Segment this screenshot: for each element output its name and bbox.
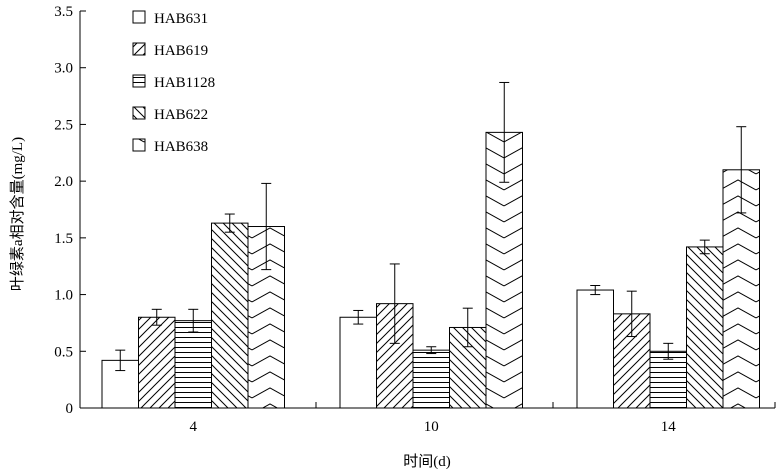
bar: [174, 320, 212, 409]
legend-swatch: [132, 74, 146, 88]
legend-label: HAB619: [154, 43, 208, 59]
y-tick-label: 0: [66, 401, 74, 417]
y-tick-label: 2.0: [54, 174, 73, 190]
y-axis-title: 叶绿素a相对含量(mg/L): [9, 137, 26, 291]
y-tick-label: 3.0: [54, 61, 73, 77]
bar: [412, 349, 450, 409]
bar: [649, 350, 687, 409]
legend-swatch: [132, 42, 146, 56]
legend-label: HAB622: [154, 107, 208, 123]
y-tick-label: 0.5: [54, 344, 73, 360]
y-tick-label: 1.0: [54, 288, 73, 304]
bar: [576, 289, 614, 409]
y-ticks: 0 0.5 1.0 1.5 2.0 2.5 3.0 3.5: [54, 4, 86, 417]
legend-swatch: [132, 10, 146, 24]
x-tick-label: 4: [190, 419, 198, 435]
x-tick-label: 14: [661, 419, 677, 435]
error-bars: [115, 81, 747, 372]
legend: HAB631 HAB619 HAB1128 HAB622 HAB638: [132, 10, 215, 155]
y-tick-label: 3.5: [54, 4, 73, 20]
y-tick-label: 2.5: [54, 117, 73, 133]
legend-label: HAB631: [154, 11, 208, 27]
legend-label: HAB638: [154, 139, 208, 155]
bar: [211, 222, 249, 409]
bars: [101, 131, 760, 409]
bar: [339, 316, 377, 409]
legend-swatch: [132, 106, 146, 120]
bar: [138, 316, 176, 409]
y-tick-label: 1.5: [54, 231, 73, 247]
legend-swatch: [132, 138, 146, 152]
x-ticks: 4 10 14: [190, 402, 776, 435]
bar: [686, 246, 724, 409]
legend-label: HAB1128: [154, 75, 215, 91]
x-tick-label: 10: [424, 419, 439, 435]
x-axis-title: 时间(d): [403, 453, 451, 470]
